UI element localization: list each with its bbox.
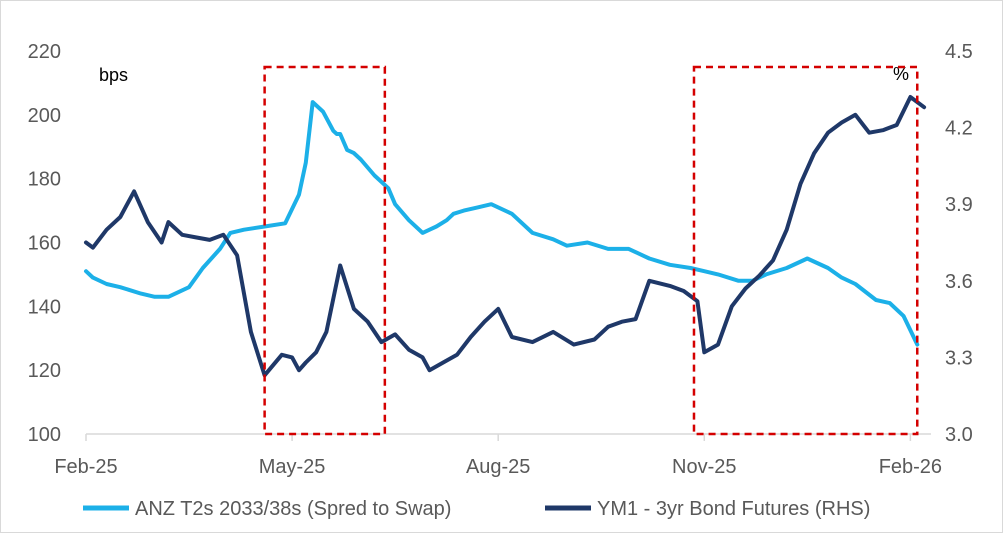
right-axis-tick-label: 3.3 bbox=[945, 347, 973, 369]
series-line-spread bbox=[84, 100, 920, 347]
legend-label-futures: YM1 - 3yr Bond Futures (RHS) bbox=[597, 498, 870, 520]
left-axis-tick-label: 200 bbox=[28, 105, 61, 127]
x-axis-tick-labels: Feb-25 May-25 Aug-25 Nov-25 Feb-26 bbox=[54, 456, 942, 478]
x-axis-tick-label: May-25 bbox=[259, 456, 326, 478]
series-line-futures bbox=[84, 95, 927, 378]
x-axis-tick-label: Feb-26 bbox=[879, 456, 942, 478]
right-axis-tick-label: 4.2 bbox=[945, 118, 973, 140]
highlight-box bbox=[692, 65, 919, 436]
series-layer bbox=[84, 95, 927, 378]
left-axis-tick-label: 120 bbox=[28, 360, 61, 382]
right-axis-tick-label: 3.9 bbox=[945, 194, 973, 216]
left-axis-tick-label: 160 bbox=[28, 233, 61, 255]
left-axis-tick-label: 140 bbox=[28, 296, 61, 318]
left-axis-tick-label: 220 bbox=[28, 41, 61, 63]
right-axis-tick-label: 3.0 bbox=[945, 424, 973, 446]
right-axis-tick-label: 3.6 bbox=[945, 271, 973, 293]
right-axis-unit-label: % bbox=[893, 64, 909, 84]
left-axis-tick-labels: 100 120 140 160 180 200 220 bbox=[28, 41, 61, 446]
left-axis-tick-label: 100 bbox=[28, 424, 61, 446]
legend: ANZ T2s 2033/38s (Spred to Swap) YM1 - 3… bbox=[83, 498, 870, 520]
legend-label-spread: ANZ T2s 2033/38s (Spred to Swap) bbox=[135, 498, 451, 520]
left-axis-tick-label: 180 bbox=[28, 169, 61, 191]
x-axis-tick-label: Aug-25 bbox=[466, 456, 531, 478]
highlight-box bbox=[263, 65, 387, 436]
right-axis-tick-labels: 3.0 3.3 3.6 3.9 4.2 4.5 bbox=[945, 41, 973, 446]
highlight-boxes bbox=[263, 65, 919, 436]
x-axis-tick-label: Feb-25 bbox=[54, 456, 117, 478]
right-axis-tick-label: 4.5 bbox=[945, 41, 973, 63]
left-axis-unit-label: bps bbox=[99, 65, 128, 85]
x-axis-tick-label: Nov-25 bbox=[672, 456, 736, 478]
